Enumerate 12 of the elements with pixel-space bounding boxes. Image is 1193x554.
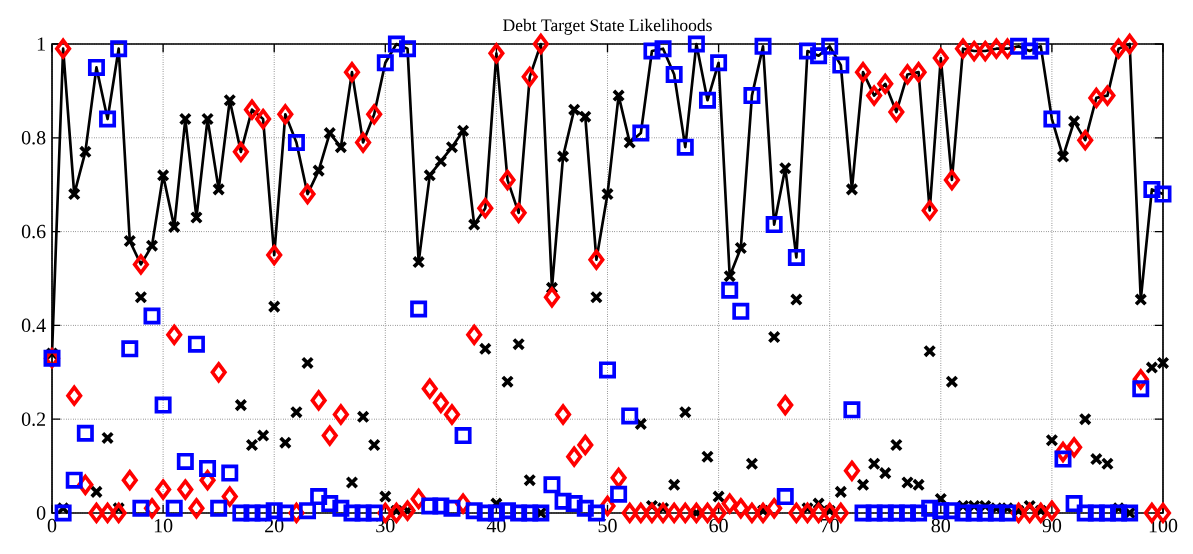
x-tick-label: 10: [154, 518, 173, 533]
y-tick-label: 0: [36, 506, 46, 520]
y-tick-label: 0.2: [21, 412, 46, 426]
y-tick-label: 1: [37, 37, 45, 51]
x-tick-label: 0: [47, 518, 57, 533]
x-tick-label: 90: [1042, 518, 1062, 533]
y-tick-label: 0.6: [21, 224, 46, 239]
y-tick-label: 0.4: [21, 318, 46, 333]
chart-title: Debt Target State Likelihoods: [503, 18, 712, 35]
x-tick-label: 60: [709, 518, 728, 533]
x-tick-label: 80: [931, 518, 951, 533]
y-tick-label: 0.8: [21, 131, 46, 145]
